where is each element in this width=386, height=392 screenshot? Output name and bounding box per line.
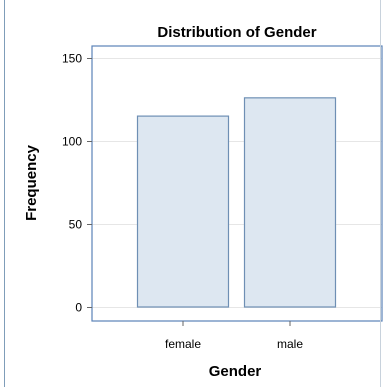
panel-left-border bbox=[4, 0, 5, 387]
gridlines bbox=[92, 58, 382, 308]
y-tick-label: 100 bbox=[62, 135, 82, 149]
y-tick-label: 150 bbox=[62, 52, 82, 66]
x-tick-label: male bbox=[277, 337, 303, 351]
x-axis-title: Gender bbox=[209, 363, 262, 380]
bars bbox=[136, 97, 337, 308]
x-tick-label: female bbox=[165, 337, 201, 351]
bar-female bbox=[136, 115, 230, 308]
y-tick-label: 50 bbox=[69, 218, 83, 232]
y-axis-ticks: 0 50 100 150 bbox=[62, 52, 92, 315]
y-axis-title: Frequency bbox=[23, 144, 40, 221]
plot-area-frame bbox=[91, 45, 383, 322]
panel-right-border bbox=[380, 0, 381, 387]
bar-male bbox=[243, 97, 337, 308]
x-axis-ticks: female male bbox=[165, 321, 303, 351]
y-tick-label: 0 bbox=[75, 301, 82, 315]
chart-title: Distribution of Gender bbox=[157, 24, 316, 41]
